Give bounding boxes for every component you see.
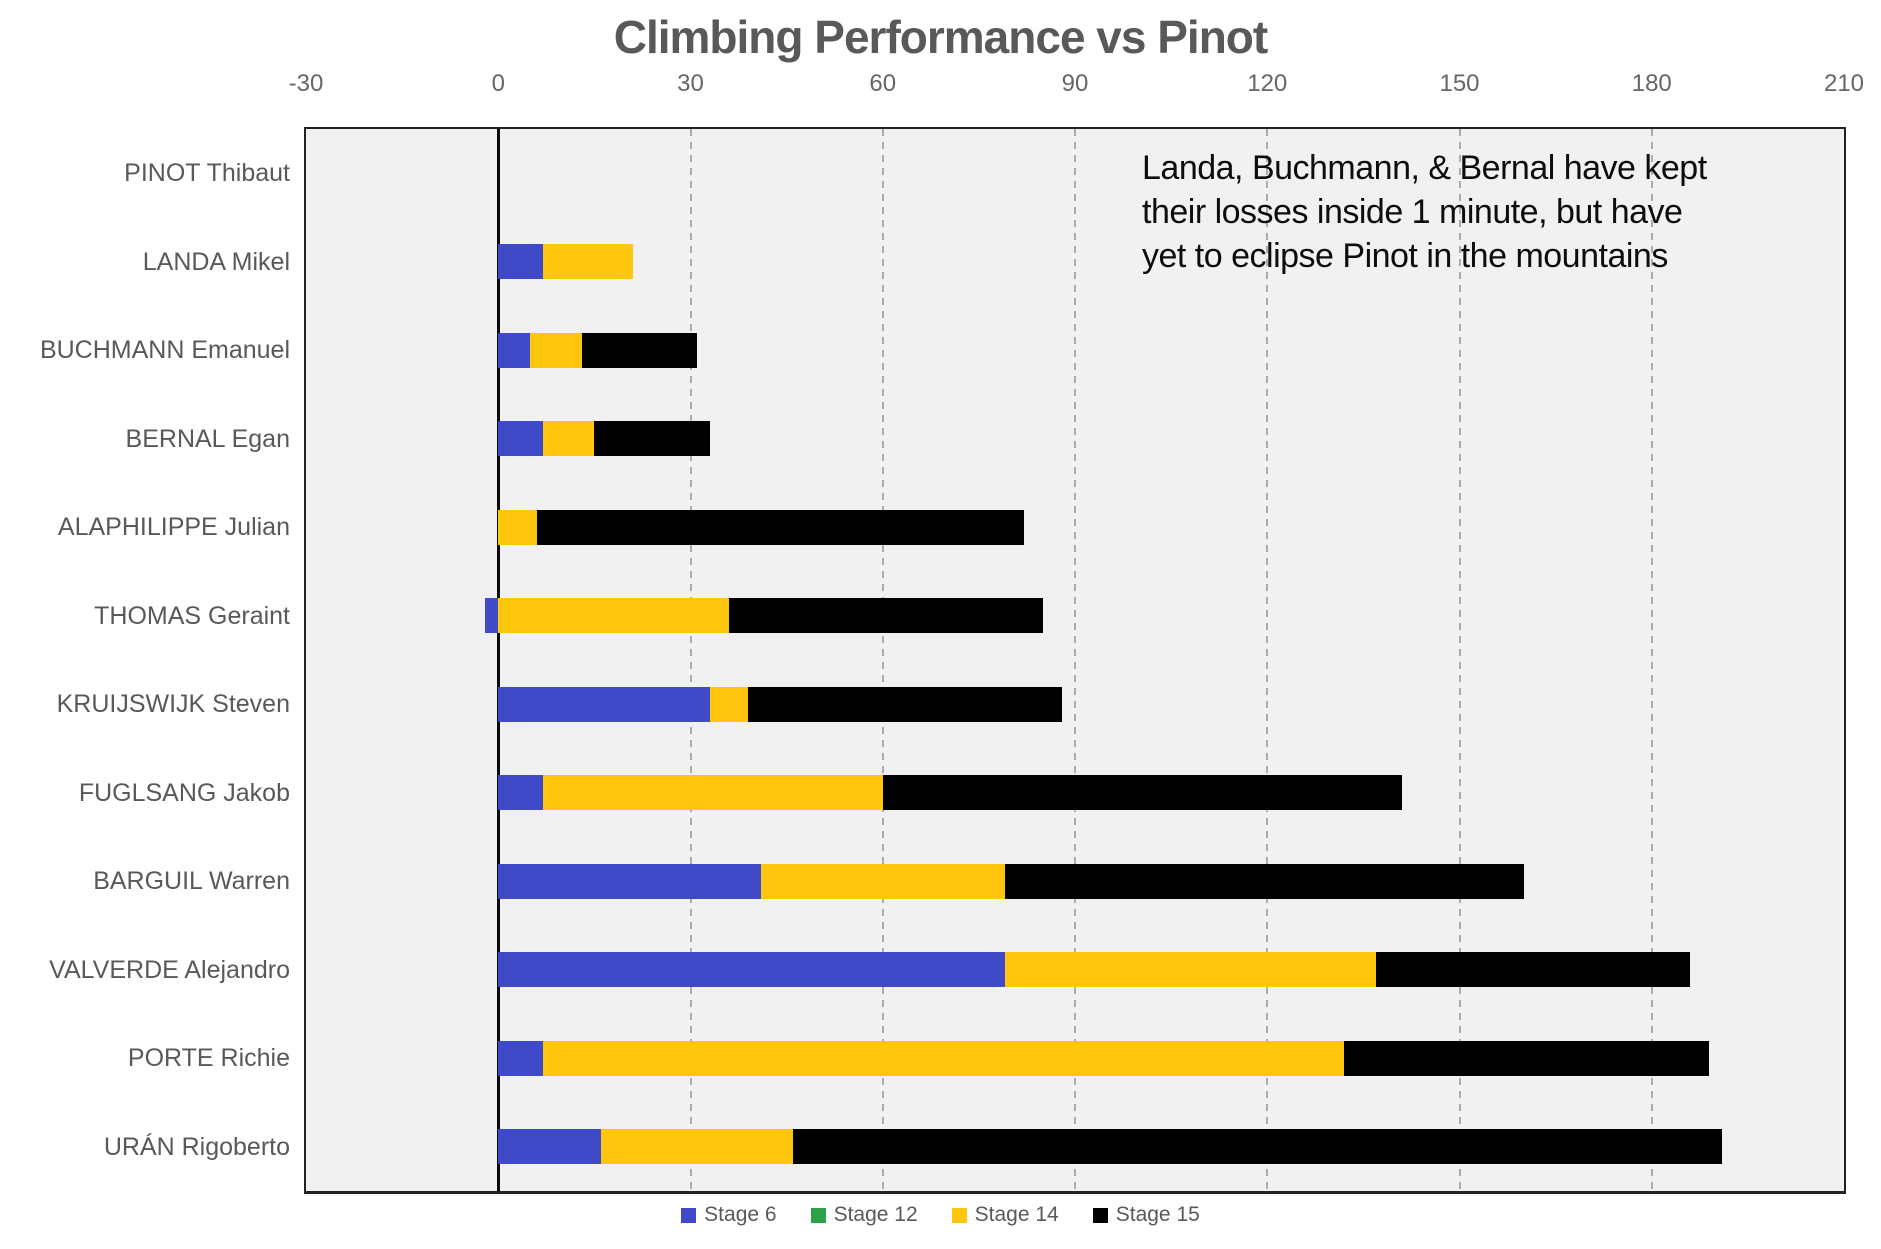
annotation-text: Landa, Buchmann, & Bernal have kept thei… (1142, 146, 1707, 278)
category-label: ALAPHILIPPE Julian (57, 513, 290, 542)
bar-segment (1004, 952, 1377, 988)
category-label: URÁN Rigoberto (103, 1132, 290, 1161)
legend-label: Stage 15 (1115, 1203, 1200, 1226)
gridline (1266, 129, 1269, 1191)
bar-segment (530, 332, 582, 368)
legend: Stage 6 Stage 12 Stage 14 Stage 15 (0, 1203, 1881, 1227)
gridline (881, 129, 884, 1191)
bar-segment (498, 952, 1005, 988)
legend-label: Stage 12 (833, 1203, 918, 1226)
annotation-line: their losses inside 1 minute, but have (1142, 193, 1683, 231)
legend-swatch (1092, 1207, 1108, 1223)
bar-segment (498, 421, 544, 457)
bar-segment (498, 1040, 544, 1076)
x-tick-label: 60 (869, 70, 897, 97)
x-tick-label: 150 (1439, 70, 1480, 97)
bar-segment (498, 1129, 601, 1165)
bar-segment (1376, 952, 1691, 988)
bar-segment (498, 244, 544, 280)
legend-swatch (810, 1207, 826, 1223)
bar-segment (536, 509, 1024, 545)
gridline (1650, 129, 1653, 1191)
bar-segment (485, 598, 499, 634)
zero-baseline (496, 129, 500, 1191)
gridline (1458, 129, 1461, 1191)
bar-segment (543, 244, 633, 280)
legend-label: Stage 6 (704, 1203, 777, 1226)
bar-segment (1344, 1040, 1710, 1076)
bar-segment (728, 598, 1043, 634)
legend-label: Stage 14 (974, 1203, 1059, 1226)
bar-segment (498, 863, 761, 899)
category-label: THOMAS Geraint (94, 601, 290, 630)
category-label: BARGUIL Warren (93, 867, 290, 896)
legend-item: Stage 6 (681, 1203, 777, 1227)
bar-segment (543, 1040, 1345, 1076)
bar-segment (543, 775, 883, 811)
x-tick-label: 30 (677, 70, 704, 97)
bar-segment (748, 686, 1063, 722)
bar-segment (498, 509, 537, 545)
x-tick-label: 0 (491, 70, 505, 97)
x-tick-label: 210 (1823, 70, 1865, 97)
category-label: BUCHMANN Emanuel (39, 336, 290, 365)
bar-segment (793, 1129, 1723, 1165)
category-label: PINOT Thibaut (124, 159, 290, 188)
bar-segment (498, 332, 531, 368)
legend-item: Stage 14 (951, 1203, 1059, 1227)
category-label: PORTE Richie (127, 1044, 290, 1073)
legend-swatch (681, 1207, 697, 1223)
category-label: VALVERDE Alejandro (49, 955, 290, 984)
bar-segment (760, 863, 1005, 899)
x-tick-label: 90 (1061, 70, 1089, 97)
category-label: LANDA Mikel (142, 247, 290, 276)
x-tick-label: -30 (288, 70, 324, 97)
category-label: FUGLSANG Jakob (78, 778, 290, 807)
bar-segment (498, 686, 710, 722)
x-tick-label: 120 (1247, 70, 1288, 97)
bar-segment (1004, 863, 1524, 899)
category-label: BERNAL Egan (125, 424, 290, 453)
chart-title: Climbing Performance vs Pinot (613, 11, 1268, 63)
annotation-line: yet to eclipse Pinot in the mountains (1142, 237, 1668, 275)
legend-item: Stage 15 (1092, 1203, 1200, 1227)
bar-segment (498, 775, 544, 811)
bar-segment (882, 775, 1402, 811)
x-tick-label: 180 (1631, 70, 1672, 97)
bar-segment (543, 421, 595, 457)
plot-area (304, 127, 1846, 1194)
legend-item: Stage 12 (810, 1203, 918, 1227)
bar-segment (600, 1129, 794, 1165)
bar-segment (498, 598, 729, 634)
category-label: KRUIJSWIJK Steven (56, 690, 290, 719)
gridline (1074, 129, 1076, 1191)
gridline (689, 129, 692, 1191)
bar-segment (594, 421, 710, 457)
bar-segment (709, 686, 749, 722)
bar-segment (581, 332, 697, 368)
legend-swatch (951, 1207, 967, 1223)
annotation-line: Landa, Buchmann, & Bernal have kept (1142, 149, 1707, 187)
